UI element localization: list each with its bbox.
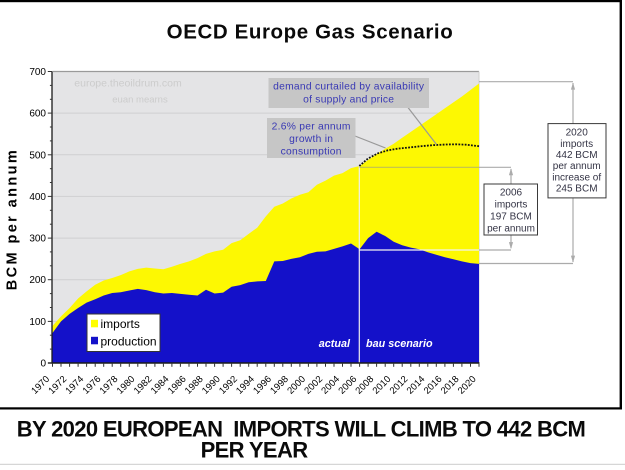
svg-text:actual: actual [319,338,351,350]
svg-text:0: 0 [40,359,46,370]
svg-text:imports: imports [495,200,528,211]
svg-text:of supply and price: of supply and price [303,95,394,106]
svg-text:increase of: increase of [552,172,601,183]
svg-text:200: 200 [29,275,46,286]
svg-text:euan mearns: euan mearns [112,95,168,106]
svg-text:imports: imports [560,139,593,150]
svg-text:500: 500 [29,150,46,161]
svg-text:PER YEAR: PER YEAR [201,438,309,463]
svg-text:europe.theoildrum.com: europe.theoildrum.com [74,78,182,90]
svg-text:imports: imports [101,317,140,331]
svg-text:100: 100 [29,317,46,328]
svg-text:per annum: per annum [553,161,601,172]
svg-text:600: 600 [29,109,46,120]
svg-text:demand curtailed by availabili: demand curtailed by availability [273,82,425,93]
svg-text:per annum: per annum [487,224,535,235]
svg-text:BY 2020 EUROPEAN IMPORTS WILL: BY 2020 EUROPEAN IMPORTS WILL CLIMB TO 4… [17,417,585,442]
svg-text:400: 400 [29,192,46,203]
svg-text:OECD Europe Gas Scenario: OECD Europe Gas Scenario [167,21,454,44]
svg-text:bau scenario: bau scenario [366,338,433,350]
svg-text:197 BCM: 197 BCM [490,212,532,223]
svg-text:700: 700 [29,67,46,78]
svg-text:2.6% per annum: 2.6% per annum [272,122,351,133]
svg-text:BCM per annum: BCM per annum [5,148,21,290]
svg-text:2020: 2020 [566,128,589,139]
svg-text:production: production [101,334,157,348]
svg-text:2006: 2006 [500,188,523,199]
svg-text:growth in: growth in [289,134,333,145]
svg-text:442 BCM: 442 BCM [556,150,598,161]
svg-text:300: 300 [29,234,46,245]
svg-text:245 BCM: 245 BCM [556,184,598,195]
svg-text:consumption: consumption [281,147,342,158]
